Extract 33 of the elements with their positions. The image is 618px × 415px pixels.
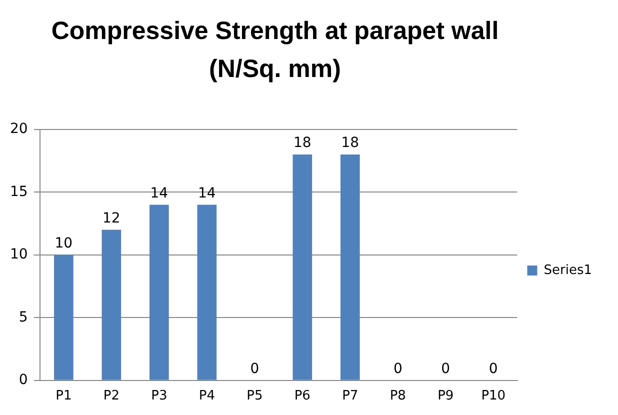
bar <box>340 154 360 380</box>
legend-label: Series1 <box>544 262 592 278</box>
x-tick-label: P6 <box>294 388 310 404</box>
y-tick-label: 10 <box>10 246 28 263</box>
x-tick-label: P3 <box>151 388 168 404</box>
data-label: 0 <box>393 361 402 378</box>
data-label: 0 <box>488 361 498 378</box>
x-tick-label: P5 <box>246 388 263 404</box>
data-label: 14 <box>150 185 168 202</box>
data-label: 0 <box>250 361 260 378</box>
x-tick-label: P1 <box>56 388 72 404</box>
x-tick-label: P7 <box>342 388 358 404</box>
x-tick-label: P8 <box>390 388 406 404</box>
y-tick-label: 20 <box>10 121 28 138</box>
x-tick-label: P10 <box>481 388 506 404</box>
bar <box>102 230 122 380</box>
data-label: 18 <box>341 135 360 152</box>
data-label: 10 <box>54 236 73 252</box>
data-label: 12 <box>102 210 120 226</box>
chart-title: Compressive Strength at parapet wall (N/Sq. mm) <box>50 16 500 85</box>
data-label: 0 <box>441 361 450 378</box>
bar <box>292 154 312 380</box>
bar <box>54 254 74 380</box>
y-tick-label: 15 <box>10 184 28 200</box>
data-label: 14 <box>198 185 216 202</box>
bar <box>197 204 217 380</box>
data-label: 18 <box>293 135 312 152</box>
bar <box>150 204 169 380</box>
x-tick-label: P2 <box>103 388 120 404</box>
y-tick-label: 5 <box>18 309 28 326</box>
x-tick-label: P9 <box>438 388 454 404</box>
y-tick-label: 0 <box>18 372 28 388</box>
x-tick-label: P4 <box>198 388 215 404</box>
